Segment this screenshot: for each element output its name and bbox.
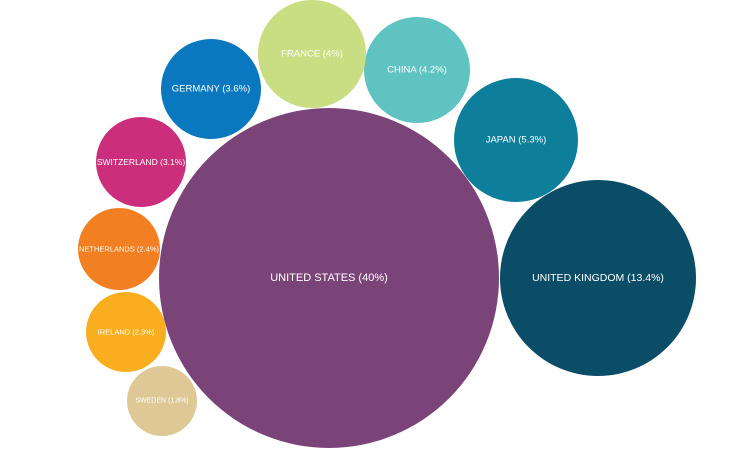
bubble-germany	[161, 39, 261, 139]
bubble-united-states	[159, 108, 499, 448]
bubble-label-ireland: IRELAND (2.3%)	[98, 328, 155, 337]
bubble-label-germany: GERMANY (3.6%)	[172, 84, 250, 95]
bubble-united-kingdom	[500, 180, 696, 376]
bubble-label-china: CHINA (4.2%)	[387, 65, 447, 76]
bubble-label-united-states: UNITED STATES (40%)	[270, 272, 388, 284]
bubble-switzerland	[96, 117, 186, 207]
bubble-ireland	[86, 292, 166, 372]
bubble-netherlands	[78, 208, 160, 290]
bubble-label-france: FRANCE (4%)	[281, 49, 343, 60]
bubble-label-switzerland: SWITZERLAND (3.1%)	[97, 157, 185, 167]
bubble-sweden	[127, 366, 197, 436]
bubble-label-united-kingdom: UNITED KINGDOM (13.4%)	[532, 272, 664, 284]
bubble-france	[258, 0, 366, 108]
bubble-label-japan: JAPAN (5.3%)	[486, 135, 547, 146]
bubble-japan	[454, 78, 578, 202]
bubble-label-sweden: SWEDEN (1.8%)	[135, 398, 188, 405]
bubble-label-netherlands: NETHERLANDS (2.4%)	[79, 245, 160, 254]
bubble-china	[364, 17, 470, 123]
